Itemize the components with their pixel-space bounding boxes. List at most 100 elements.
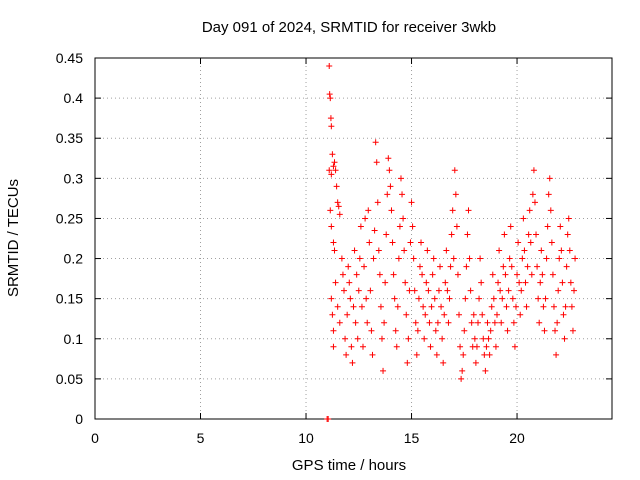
data-point [562, 303, 569, 310]
data-point [511, 343, 518, 350]
data-point [342, 335, 349, 342]
data-point [334, 199, 341, 206]
data-point [327, 95, 334, 102]
data-point [547, 207, 554, 214]
data-point [395, 255, 402, 262]
data-point [377, 303, 384, 310]
data-point [368, 327, 375, 334]
grid-lines [95, 58, 612, 419]
data-point [370, 255, 377, 262]
data-point [339, 271, 346, 278]
data-point [382, 279, 389, 286]
data-point [429, 271, 436, 278]
data-point [412, 319, 419, 326]
data-point [349, 359, 356, 366]
data-point [328, 171, 335, 178]
data-point [505, 287, 512, 294]
data-point [330, 239, 337, 246]
data-point [422, 311, 429, 318]
data-point [500, 263, 507, 270]
data-point [435, 287, 442, 294]
data-point [413, 351, 420, 358]
data-point [330, 163, 337, 170]
data-point [409, 223, 416, 230]
data-point [486, 351, 493, 358]
data-point [458, 375, 465, 382]
y-tick-label: 0 [75, 411, 83, 427]
data-point [373, 159, 380, 166]
data-point [335, 203, 342, 210]
data-point [408, 199, 415, 206]
y-tick-label: 0.25 [56, 210, 83, 226]
data-point [410, 255, 417, 262]
data-point [327, 115, 334, 122]
data-point [328, 223, 335, 230]
data-point [539, 271, 546, 278]
data-point [453, 223, 460, 230]
data-point [510, 319, 517, 326]
data-point [495, 279, 502, 286]
chart-title: Day 091 of 2024, SRMTID for receiver 3wk… [202, 19, 496, 36]
data-point [447, 263, 454, 270]
data-point [519, 255, 526, 262]
data-point [550, 303, 557, 310]
x-axis-label: GPS time / hours [292, 457, 406, 474]
data-point [554, 319, 561, 326]
data-point [484, 319, 491, 326]
data-point [338, 255, 345, 262]
data-point [329, 151, 336, 158]
data-point [521, 247, 528, 254]
data-point [563, 263, 570, 270]
data-point [404, 359, 411, 366]
data-point [446, 295, 453, 302]
data-point [478, 279, 485, 286]
data-point [572, 255, 579, 262]
data-point [362, 215, 369, 222]
data-point [363, 295, 370, 302]
data-point [336, 319, 343, 326]
data-point [508, 263, 515, 270]
data-point [424, 247, 431, 254]
data-point [369, 351, 376, 358]
data-point [384, 191, 391, 198]
data-point [514, 271, 521, 278]
data-point [428, 303, 435, 310]
data-point [389, 239, 396, 246]
data-point [450, 255, 457, 262]
data-point [345, 263, 352, 270]
data-point [480, 335, 487, 342]
data-point [502, 271, 509, 278]
data-point [496, 247, 503, 254]
x-tick-label: 5 [197, 430, 205, 446]
data-point [487, 327, 494, 334]
data-point [488, 303, 495, 310]
data-point [326, 167, 333, 174]
data-point [479, 311, 486, 318]
data-point [392, 327, 399, 334]
data-point [388, 207, 395, 214]
data-point [460, 351, 467, 358]
data-point [344, 311, 351, 318]
data-point [387, 183, 394, 190]
data-point [535, 295, 542, 302]
data-point [462, 295, 469, 302]
data-point [418, 239, 425, 246]
data-point [434, 319, 441, 326]
data-point [534, 263, 541, 270]
data-point [365, 207, 372, 214]
data-point [556, 255, 563, 262]
data-point [482, 367, 489, 374]
y-tick-label: 0.35 [56, 130, 83, 146]
data-point [326, 63, 333, 70]
data-point [371, 227, 378, 234]
data-point [380, 367, 387, 374]
data-point [394, 303, 401, 310]
data-point [328, 123, 335, 130]
data-point [493, 311, 500, 318]
data-point [358, 303, 365, 310]
data-point [333, 183, 340, 190]
y-axis-label: SRMTID / TECUs [5, 179, 22, 297]
data-point [420, 303, 427, 310]
data-point [405, 335, 412, 342]
data-point [374, 199, 381, 206]
